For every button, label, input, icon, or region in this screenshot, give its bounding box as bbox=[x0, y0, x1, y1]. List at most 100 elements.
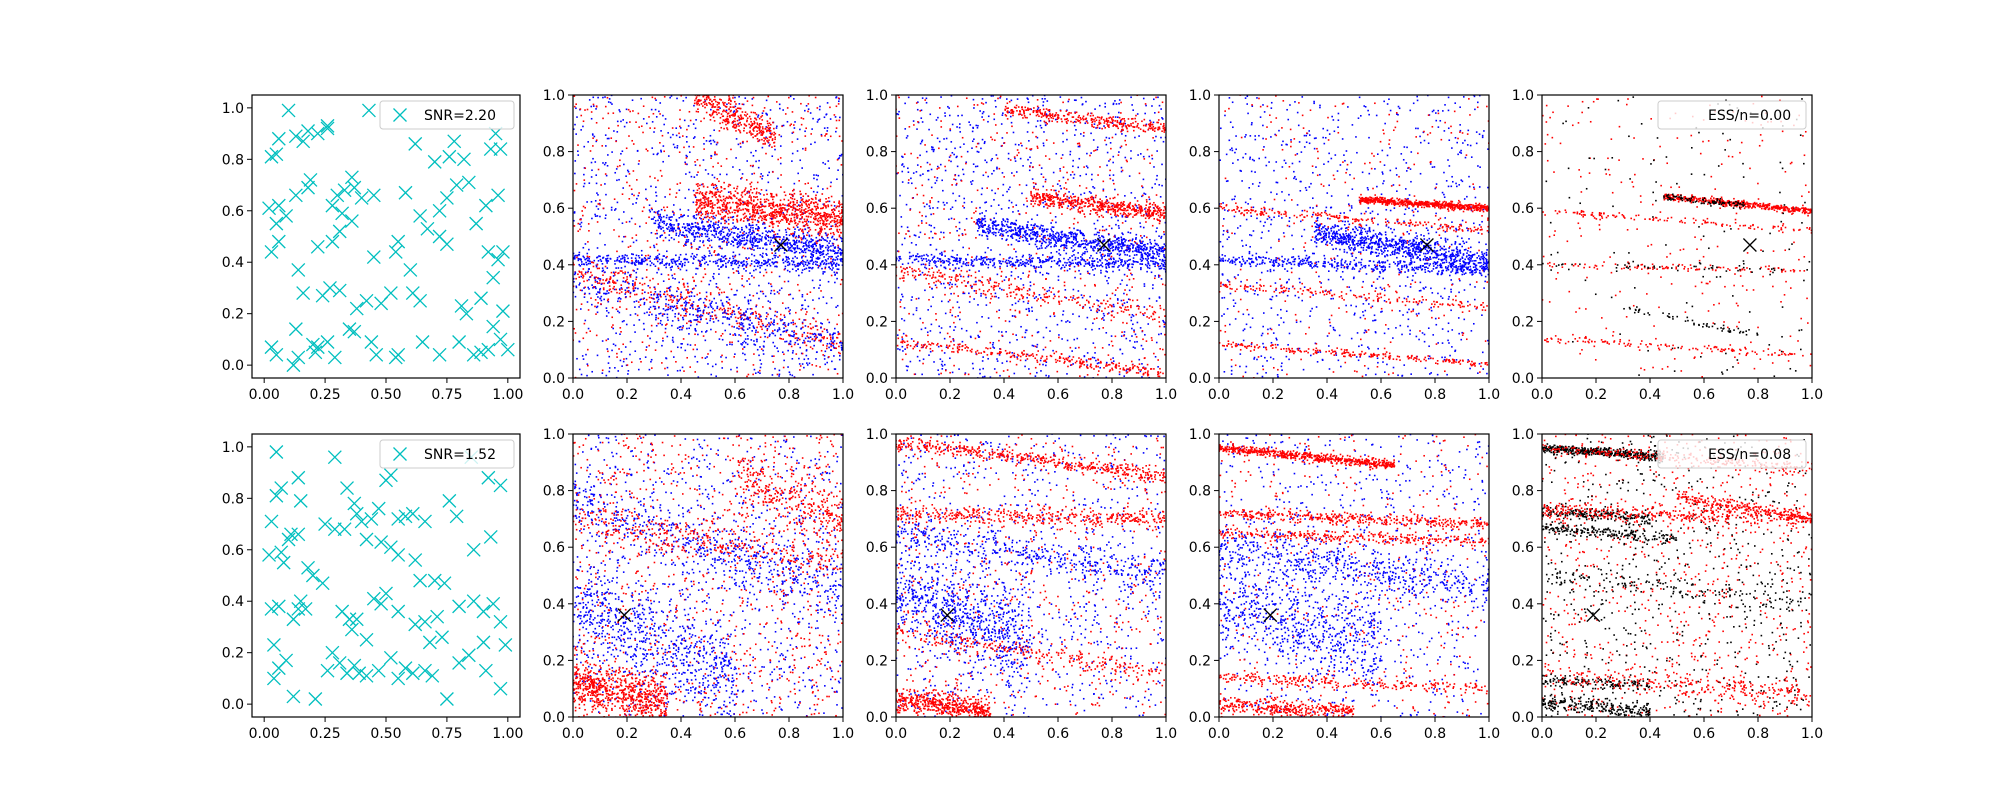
sample-point bbox=[835, 256, 838, 259]
sample-point bbox=[714, 110, 716, 113]
sample-point bbox=[722, 109, 725, 112]
sample-point bbox=[686, 163, 688, 166]
sample-point bbox=[777, 225, 779, 227]
sample-point bbox=[732, 113, 734, 116]
sample-point bbox=[719, 98, 721, 101]
sample-point bbox=[738, 235, 741, 237]
sample-point bbox=[829, 232, 832, 235]
sample-point bbox=[744, 331, 747, 334]
sample-point bbox=[761, 256, 764, 258]
sample-point bbox=[691, 306, 694, 308]
sample-point bbox=[621, 254, 624, 257]
sample-point bbox=[829, 334, 831, 337]
sample-point bbox=[788, 263, 791, 266]
sample-point bbox=[583, 293, 586, 296]
sample-point bbox=[739, 219, 742, 222]
sample-point bbox=[817, 266, 820, 269]
data-point bbox=[486, 270, 501, 285]
sample-point bbox=[733, 115, 736, 117]
sample-point bbox=[807, 261, 810, 264]
sample-point bbox=[820, 231, 822, 233]
sample-point bbox=[674, 261, 676, 263]
sample-point bbox=[760, 206, 762, 209]
sample-point bbox=[756, 122, 759, 124]
sample-point bbox=[653, 293, 656, 295]
sample-point bbox=[750, 308, 753, 310]
data-point bbox=[452, 335, 467, 349]
sample-point bbox=[671, 224, 673, 226]
sample-point bbox=[624, 293, 627, 295]
sample-point bbox=[808, 199, 811, 201]
sample-point bbox=[600, 295, 603, 298]
sample-point bbox=[786, 220, 788, 222]
sample-point bbox=[645, 259, 648, 261]
sample-point bbox=[787, 322, 790, 325]
sample-point bbox=[798, 318, 801, 320]
sample-point bbox=[820, 322, 822, 324]
sample-point bbox=[630, 257, 633, 259]
sample-point bbox=[637, 301, 640, 303]
sample-point bbox=[726, 226, 728, 229]
sample-point bbox=[772, 235, 775, 237]
sample-point bbox=[589, 150, 592, 152]
sample-point bbox=[592, 287, 594, 289]
sample-point bbox=[819, 230, 821, 232]
sample-point bbox=[721, 304, 724, 306]
sample-point bbox=[577, 144, 579, 146]
data-point bbox=[474, 345, 488, 360]
sample-point bbox=[577, 257, 580, 260]
sample-point bbox=[675, 192, 678, 194]
sample-point bbox=[649, 264, 652, 267]
sample-point bbox=[808, 244, 810, 246]
sample-point bbox=[803, 268, 806, 271]
sample-point bbox=[616, 259, 618, 262]
sample-point bbox=[694, 344, 696, 346]
sample-point bbox=[624, 289, 627, 292]
sample-point bbox=[760, 131, 763, 134]
sample-point bbox=[681, 234, 684, 236]
sample-point bbox=[725, 157, 728, 160]
sample-point bbox=[705, 93, 707, 95]
sample-point bbox=[702, 195, 705, 197]
sample-point bbox=[755, 329, 757, 332]
sample-point bbox=[754, 112, 756, 114]
sample-point bbox=[675, 232, 678, 235]
sample-point bbox=[715, 233, 718, 236]
sample-point bbox=[808, 270, 811, 272]
sample-point bbox=[775, 194, 778, 197]
sample-point bbox=[708, 140, 711, 143]
sample-point bbox=[836, 258, 839, 260]
sample-point bbox=[706, 95, 709, 98]
sample-point bbox=[734, 353, 736, 355]
sample-point bbox=[752, 312, 754, 314]
sample-point bbox=[716, 113, 718, 116]
sample-point bbox=[714, 106, 717, 108]
sample-point bbox=[676, 302, 679, 305]
sample-point bbox=[657, 306, 660, 309]
sample-point bbox=[752, 204, 755, 206]
sample-point bbox=[728, 298, 731, 301]
sample-point bbox=[590, 271, 592, 274]
sample-point bbox=[831, 242, 834, 245]
sample-point bbox=[601, 369, 604, 372]
sample-point bbox=[739, 202, 742, 205]
sample-point bbox=[740, 118, 743, 120]
sample-point bbox=[593, 135, 596, 138]
sample-point bbox=[673, 238, 675, 241]
sample-point bbox=[693, 240, 695, 242]
sample-point bbox=[642, 105, 645, 108]
sample-point bbox=[901, 170, 904, 173]
sample-point bbox=[739, 201, 742, 204]
sample-point bbox=[824, 212, 826, 214]
sample-point bbox=[751, 246, 754, 249]
sample-point bbox=[716, 153, 718, 156]
sample-point bbox=[716, 178, 719, 180]
sample-point bbox=[828, 213, 831, 216]
sample-point bbox=[640, 263, 642, 265]
sample-point bbox=[693, 217, 696, 219]
sample-point bbox=[687, 209, 690, 211]
sample-point bbox=[805, 344, 808, 347]
sample-point bbox=[620, 351, 623, 353]
sample-point bbox=[618, 109, 621, 111]
sample-point bbox=[830, 343, 832, 346]
